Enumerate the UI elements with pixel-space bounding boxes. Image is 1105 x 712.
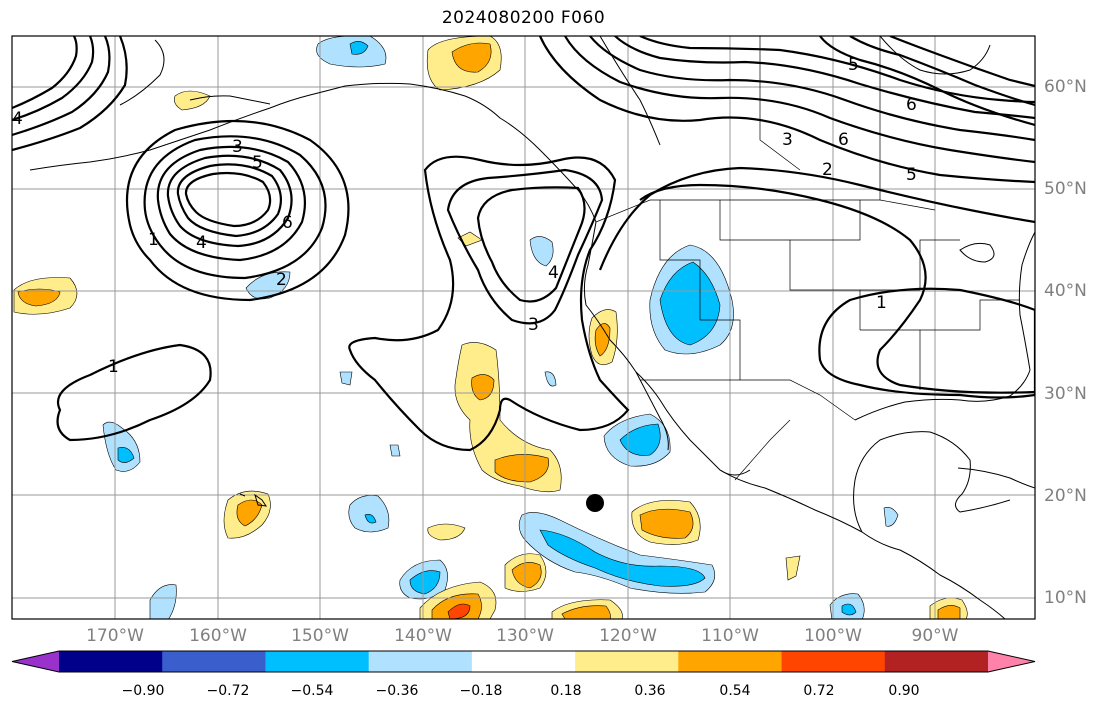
colorbar-segment (59, 651, 163, 672)
lat-label-50n: 50°N (1044, 179, 1087, 199)
blue-region-mid (529, 236, 554, 267)
colorbar-tick-label: −0.36 (375, 683, 419, 699)
lat-label-30n: 30°N (1044, 384, 1087, 404)
colorbar-tick-label: 0.72 (803, 683, 835, 699)
contour-label-1a: 1 (148, 230, 159, 250)
contour-low-1 (125, 119, 350, 302)
contour-label-4a: 4 (196, 233, 207, 253)
contour-label-6b: 6 (838, 130, 849, 150)
lon-label-130w: 130°W (496, 626, 554, 646)
lon-label-140w: 140°W (394, 626, 452, 646)
colorbar-segment (265, 651, 370, 672)
lon-label-100w: 100°W (804, 626, 862, 646)
map-title: 2024080200 F060 (441, 8, 606, 28)
colorbar-tick-label: 0.54 (719, 683, 751, 699)
coastlines (29, 36, 1035, 619)
colorbar-tick-label: 0.36 (634, 683, 666, 699)
lon-label-160w: 160°W (189, 626, 247, 646)
lat-label-40n: 40°N (1044, 281, 1087, 301)
contour-label-2a: 2 (276, 270, 287, 290)
colorbar-segment (781, 651, 886, 672)
contour-1-trough (348, 155, 630, 452)
lat-label-60n: 60°N (1044, 77, 1087, 97)
contour-label-3c: 3 (782, 130, 793, 150)
positive-anomaly-regions (13, 36, 968, 619)
colorbar-segment (162, 651, 266, 672)
contour-label-4c: 4 (12, 109, 23, 129)
contour-label-5b: 5 (906, 165, 917, 185)
contour-label-6a: 6 (282, 213, 293, 233)
lon-label-170w: 170°W (86, 626, 144, 646)
contour-1-subtropical (56, 343, 212, 442)
location-marker (586, 494, 604, 512)
contour-label-3a: 3 (232, 137, 243, 157)
lon-label-150w: 150°W (291, 626, 349, 646)
contour-lines (12, 36, 1035, 452)
colorbar (11, 650, 1036, 673)
colorbar-segment (575, 651, 679, 672)
lat-label-10n: 10°N (1044, 588, 1087, 608)
colorbar-tick-label: −0.18 (459, 683, 503, 699)
colorbar-segment (471, 651, 576, 672)
colorbar-tick-label: 0.90 (888, 683, 920, 699)
gridlines (12, 36, 1035, 619)
colorbar-outline (11, 650, 1036, 673)
contour-label-3b: 3 (528, 315, 539, 335)
contour-label-5a: 5 (252, 153, 263, 173)
borders (595, 36, 1020, 481)
contour-1-east (818, 287, 1035, 399)
contour-label-6c: 6 (906, 95, 917, 115)
colorbar-tick-label: −0.54 (290, 683, 334, 699)
contour-label-1c: 1 (876, 293, 887, 313)
colorbar-extend-max (988, 651, 1035, 672)
colorbar-tick-label: −0.72 (206, 683, 250, 699)
colorbar-tick-label: −0.90 (121, 683, 165, 699)
blue-region-20n (348, 495, 390, 533)
lon-label-110w: 110°W (701, 626, 759, 646)
contour-label-2b: 2 (822, 160, 833, 180)
contour-label-5c: 5 (848, 55, 859, 75)
map-frame (11, 35, 1036, 620)
contour-label-1b: 1 (108, 357, 119, 377)
colorbar-extend-min (12, 651, 59, 672)
lat-label-20n: 20°N (1044, 486, 1087, 506)
lon-label-120w: 120°W (599, 626, 657, 646)
contour-label-4b: 4 (548, 263, 559, 283)
colorbar-segment (884, 651, 989, 672)
negative-anomaly-regions (102, 36, 899, 619)
shaded-field-layer (13, 36, 968, 619)
blue-region-hawaii (102, 421, 141, 472)
colorbar-tick-label: 0.18 (550, 683, 582, 699)
contour-labels: 1 1 1 2 2 3 3 3 4 4 4 5 5 5 6 6 6 (12, 55, 917, 377)
colorbar-segment (368, 651, 473, 672)
colorbar-segment (678, 651, 783, 672)
lon-label-90w: 90°W (911, 626, 959, 646)
